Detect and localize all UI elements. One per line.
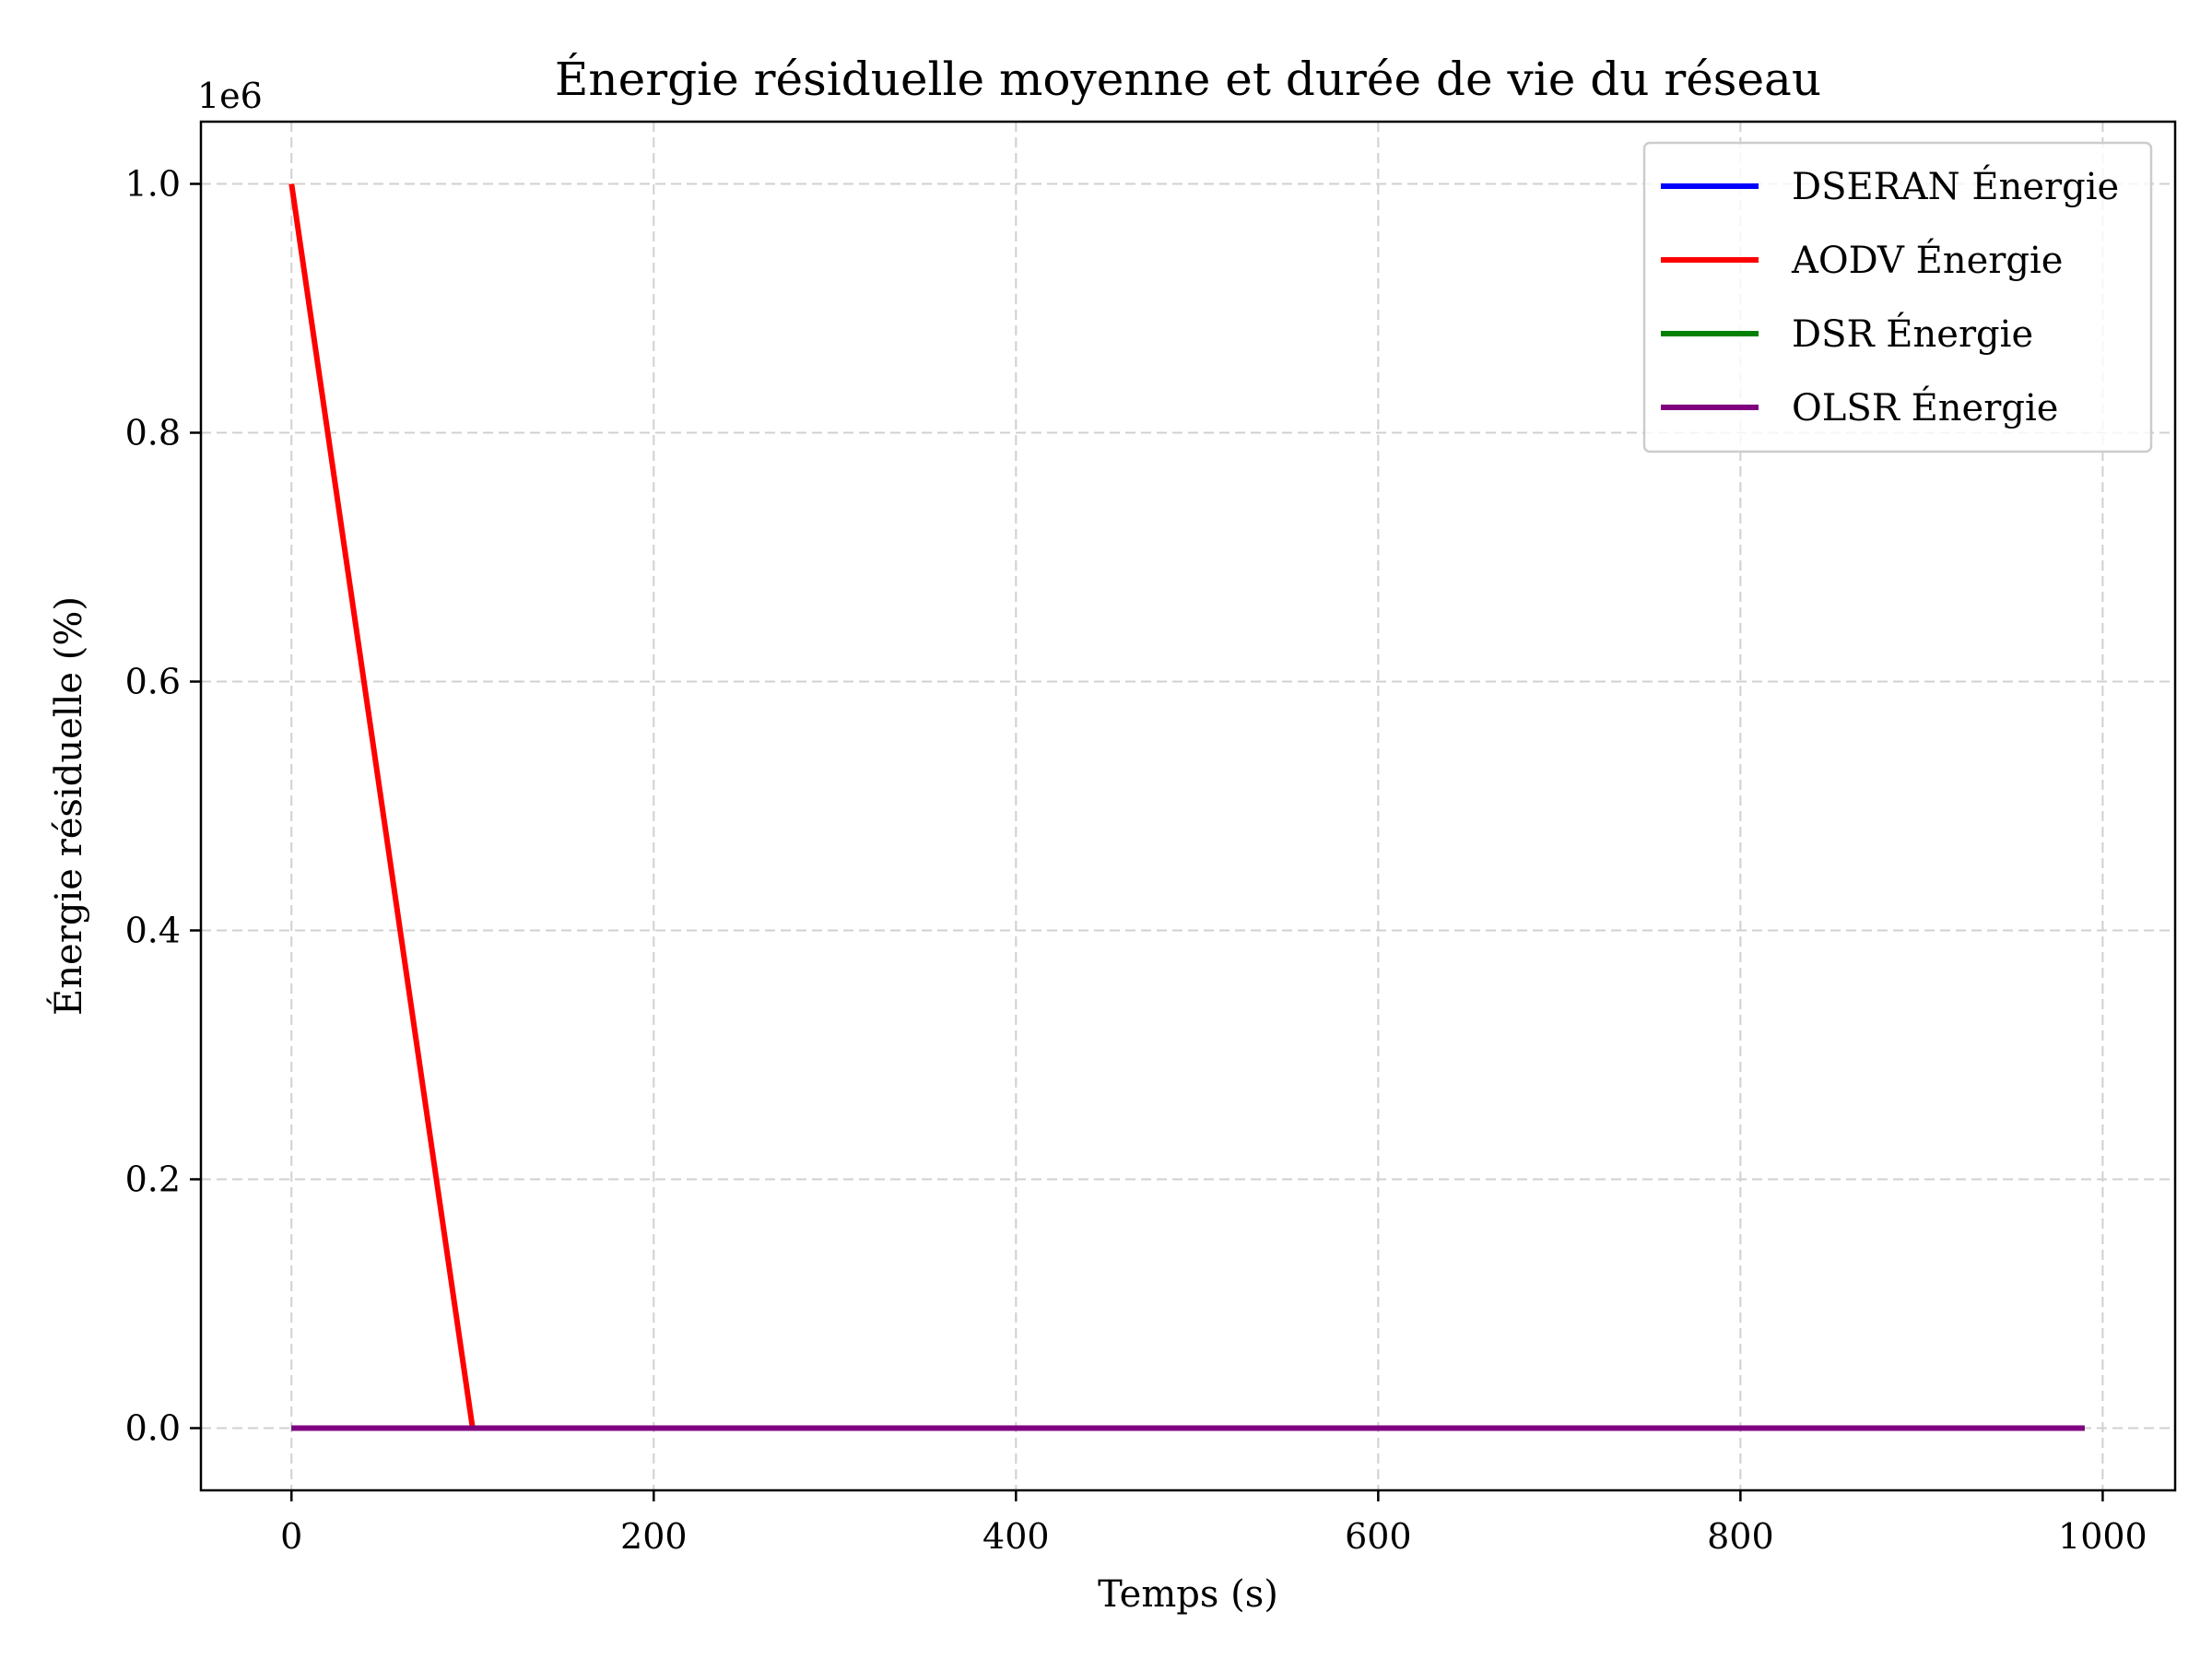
y-tick-label: 0.0	[125, 1408, 181, 1449]
x-tick-label: 400	[982, 1516, 1050, 1557]
chart-title: Énergie résiduelle moyenne et durée de v…	[555, 52, 1821, 106]
y-tick-label: 1.0	[125, 164, 181, 205]
y-tick-label: 0.6	[125, 662, 181, 702]
x-tick-label: 600	[1345, 1516, 1412, 1557]
legend-box	[1642, 141, 2153, 453]
y-tick-label: 0.4	[125, 911, 181, 951]
y-tick-label: 0.2	[125, 1159, 181, 1200]
y-axis-scale-label: 1e6	[197, 76, 263, 116]
x-tick-label: 1000	[2058, 1516, 2147, 1557]
legend-entry-label: DSERAN Énergie	[1792, 165, 2119, 208]
series-layer	[288, 183, 2085, 1431]
plot-frame	[199, 120, 2177, 1492]
legend-entry-label: DSR Énergie	[1792, 312, 2033, 356]
legend-entry-label: AODV Énergie	[1791, 239, 2063, 282]
x-tick-label: 800	[1707, 1516, 1774, 1557]
legend: DSERAN Énergie AODV Énergie DSR Énergie OLS…	[1642, 141, 2153, 453]
x-axis-label: Temps (s)	[1098, 1573, 1278, 1616]
ticks-layer: 0 200 400 600 800 1000 0.0 0.2 0.4 0.6 0.8 1.0	[125, 164, 2147, 1558]
x-tick-label: 200	[620, 1516, 688, 1557]
y-tick-label: 0.8	[125, 413, 181, 453]
legend-entry-label: OLSR Énergie	[1792, 386, 2058, 429]
x-tick-label: 0	[280, 1516, 302, 1557]
y-axis-label: Énergie résiduelle (%)	[47, 596, 90, 1016]
